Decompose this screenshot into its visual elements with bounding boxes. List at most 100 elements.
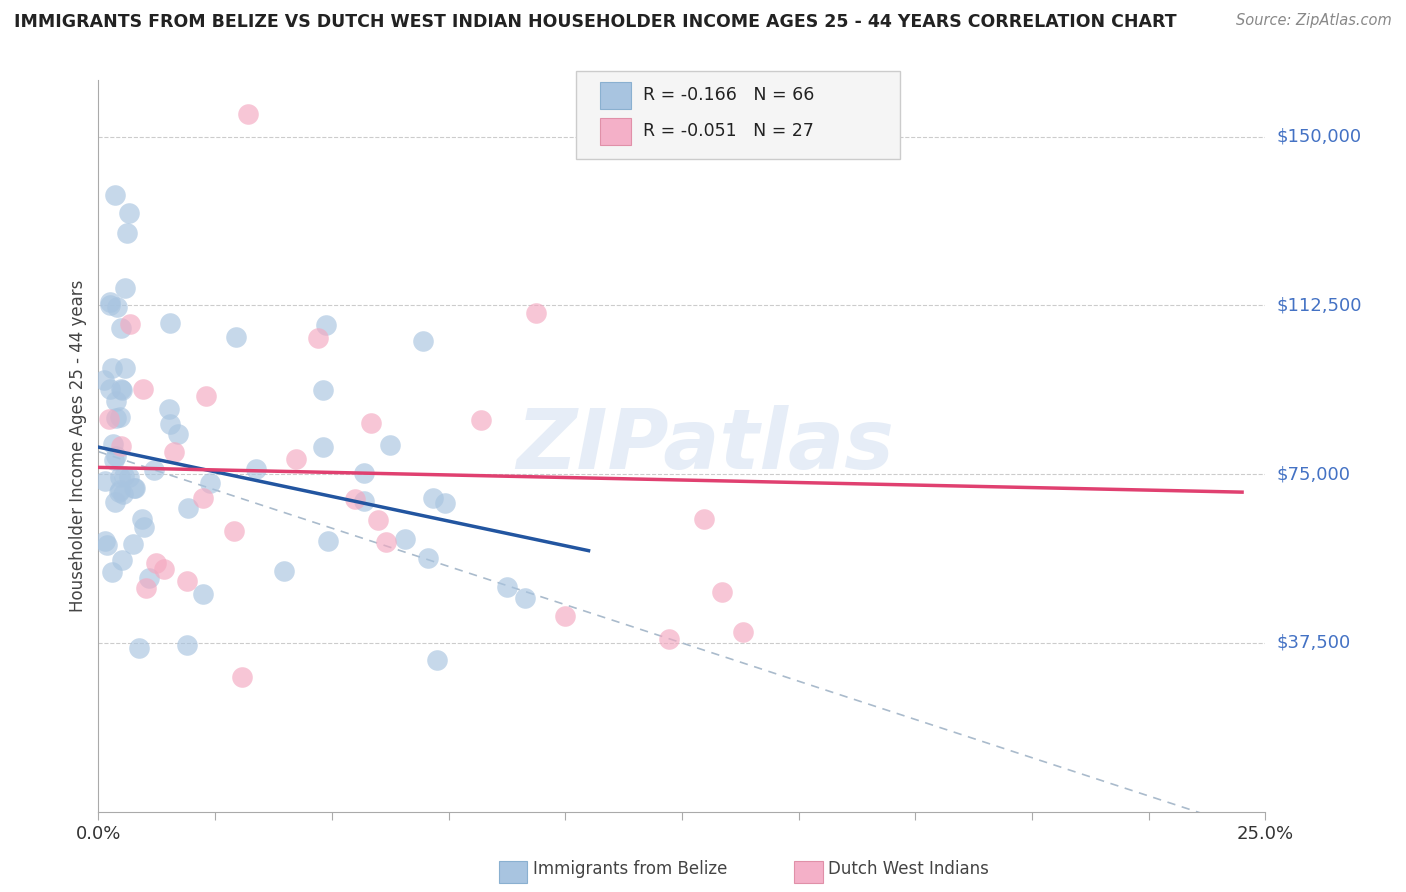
Point bbox=[163, 444, 186, 458]
Point bbox=[135, 581, 157, 595]
Point bbox=[375, 535, 398, 549]
Point bbox=[412, 334, 434, 349]
Point bbox=[110, 320, 132, 334]
Point bbox=[515, 591, 537, 606]
Point bbox=[693, 512, 716, 526]
Point bbox=[98, 412, 121, 426]
Point bbox=[110, 382, 132, 396]
Point bbox=[554, 609, 576, 624]
Point bbox=[176, 638, 198, 652]
Point bbox=[307, 331, 329, 345]
Point bbox=[94, 534, 117, 549]
Text: $150,000: $150,000 bbox=[1277, 128, 1361, 145]
Point bbox=[132, 520, 155, 534]
Point bbox=[731, 624, 754, 639]
Point bbox=[159, 417, 181, 432]
Point bbox=[105, 393, 128, 408]
Point bbox=[316, 534, 339, 549]
Point bbox=[394, 533, 416, 547]
Point bbox=[145, 556, 167, 570]
Point bbox=[104, 494, 127, 508]
Point bbox=[114, 281, 136, 295]
Point bbox=[225, 330, 247, 344]
Point bbox=[118, 469, 141, 483]
Point bbox=[711, 584, 734, 599]
Point bbox=[114, 361, 136, 376]
Y-axis label: Householder Income Ages 25 - 44 years: Householder Income Ages 25 - 44 years bbox=[69, 280, 87, 612]
Point bbox=[108, 483, 131, 497]
Point bbox=[98, 298, 121, 312]
Point bbox=[496, 580, 519, 594]
Point bbox=[657, 632, 679, 647]
Point bbox=[104, 188, 127, 202]
Point bbox=[138, 571, 160, 585]
Point bbox=[191, 587, 214, 601]
Point bbox=[418, 550, 440, 565]
Point bbox=[93, 373, 115, 387]
Point bbox=[284, 451, 307, 466]
Point bbox=[101, 436, 124, 450]
Point bbox=[311, 440, 333, 454]
Text: $112,500: $112,500 bbox=[1277, 296, 1362, 314]
Point bbox=[108, 470, 131, 484]
Point bbox=[104, 449, 127, 463]
Point bbox=[96, 538, 118, 552]
Point bbox=[111, 487, 134, 501]
Point bbox=[343, 491, 366, 506]
Point bbox=[128, 641, 150, 656]
Text: $75,000: $75,000 bbox=[1277, 465, 1351, 483]
Text: $37,500: $37,500 bbox=[1277, 634, 1351, 652]
Point bbox=[100, 382, 122, 396]
Point bbox=[198, 475, 221, 490]
Point bbox=[367, 513, 389, 527]
Point bbox=[159, 316, 181, 330]
Point bbox=[315, 318, 337, 333]
Point bbox=[312, 384, 335, 398]
Point bbox=[176, 574, 198, 588]
Point bbox=[110, 440, 132, 454]
Text: R = -0.051   N = 27: R = -0.051 N = 27 bbox=[643, 122, 814, 140]
Text: Dutch West Indians: Dutch West Indians bbox=[828, 860, 988, 878]
Point bbox=[353, 493, 375, 508]
Point bbox=[434, 496, 457, 510]
Point bbox=[101, 361, 124, 376]
Point bbox=[177, 500, 200, 515]
Point bbox=[157, 402, 180, 417]
Point bbox=[422, 491, 444, 505]
Point bbox=[111, 383, 134, 397]
Point bbox=[111, 553, 134, 567]
Point bbox=[143, 463, 166, 477]
Point bbox=[124, 482, 146, 496]
Text: ZIPatlas: ZIPatlas bbox=[516, 406, 894, 486]
Point bbox=[195, 389, 218, 403]
Point bbox=[524, 306, 547, 320]
Point bbox=[191, 491, 214, 505]
Text: Immigrants from Belize: Immigrants from Belize bbox=[533, 860, 727, 878]
Point bbox=[131, 511, 153, 525]
Point bbox=[222, 524, 245, 538]
Point bbox=[273, 564, 295, 578]
Point bbox=[122, 537, 145, 551]
Point bbox=[94, 474, 117, 488]
Point bbox=[115, 227, 138, 241]
Point bbox=[105, 300, 128, 314]
Point bbox=[426, 653, 449, 667]
Text: Source: ZipAtlas.com: Source: ZipAtlas.com bbox=[1236, 13, 1392, 29]
Point bbox=[167, 427, 190, 442]
Point bbox=[132, 382, 155, 396]
Point bbox=[103, 453, 125, 467]
Point bbox=[120, 317, 142, 331]
Point bbox=[108, 485, 131, 500]
Point bbox=[122, 481, 145, 495]
Point bbox=[236, 107, 259, 121]
Point bbox=[105, 411, 128, 425]
Point bbox=[470, 413, 492, 427]
Point bbox=[112, 469, 135, 483]
Point bbox=[378, 438, 401, 452]
Text: R = -0.166   N = 66: R = -0.166 N = 66 bbox=[643, 87, 814, 104]
Point bbox=[353, 466, 375, 480]
Text: IMMIGRANTS FROM BELIZE VS DUTCH WEST INDIAN HOUSEHOLDER INCOME AGES 25 - 44 YEAR: IMMIGRANTS FROM BELIZE VS DUTCH WEST IND… bbox=[14, 13, 1177, 31]
Point bbox=[110, 410, 132, 425]
Point bbox=[98, 295, 121, 310]
Point bbox=[360, 416, 382, 430]
